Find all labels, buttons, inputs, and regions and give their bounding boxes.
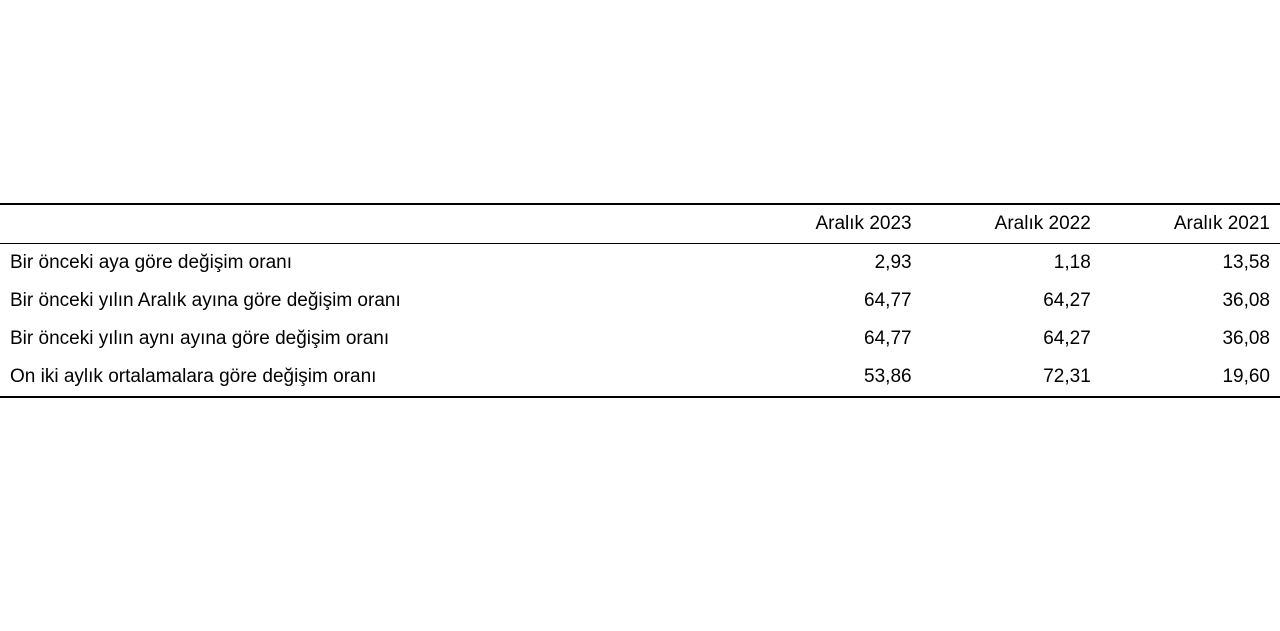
cell-value: 1,18 bbox=[922, 244, 1101, 283]
cell-value: 64,27 bbox=[922, 282, 1101, 320]
cell-value: 64,77 bbox=[742, 282, 921, 320]
cell-value: 13,58 bbox=[1101, 244, 1280, 283]
row-label: Bir önceki yılın aynı ayına göre değişim… bbox=[0, 320, 742, 358]
data-table: Aralık 2023 Aralık 2022 Aralık 2021 Bir … bbox=[0, 203, 1280, 398]
header-2022: Aralık 2022 bbox=[922, 204, 1101, 244]
header-2023: Aralık 2023 bbox=[742, 204, 921, 244]
cell-value: 19,60 bbox=[1101, 358, 1280, 397]
cell-value: 2,93 bbox=[742, 244, 921, 283]
header-2021: Aralık 2021 bbox=[1101, 204, 1280, 244]
table-row: On iki aylık ortalamalara göre değişim o… bbox=[0, 358, 1280, 397]
cell-value: 36,08 bbox=[1101, 320, 1280, 358]
table-row: Bir önceki aya göre değişim oranı 2,93 1… bbox=[0, 244, 1280, 283]
cell-value: 53,86 bbox=[742, 358, 921, 397]
cell-value: 36,08 bbox=[1101, 282, 1280, 320]
table-row: Bir önceki yılın aynı ayına göre değişim… bbox=[0, 320, 1280, 358]
row-label: Bir önceki aya göre değişim oranı bbox=[0, 244, 742, 283]
table-row: Bir önceki yılın Aralık ayına göre değiş… bbox=[0, 282, 1280, 320]
header-blank bbox=[0, 204, 742, 244]
table-header-row: Aralık 2023 Aralık 2022 Aralık 2021 bbox=[0, 204, 1280, 244]
data-table-container: Aralık 2023 Aralık 2022 Aralık 2021 Bir … bbox=[0, 203, 1280, 398]
row-label: On iki aylık ortalamalara göre değişim o… bbox=[0, 358, 742, 397]
row-label: Bir önceki yılın Aralık ayına göre değiş… bbox=[0, 282, 742, 320]
cell-value: 72,31 bbox=[922, 358, 1101, 397]
cell-value: 64,77 bbox=[742, 320, 921, 358]
cell-value: 64,27 bbox=[922, 320, 1101, 358]
